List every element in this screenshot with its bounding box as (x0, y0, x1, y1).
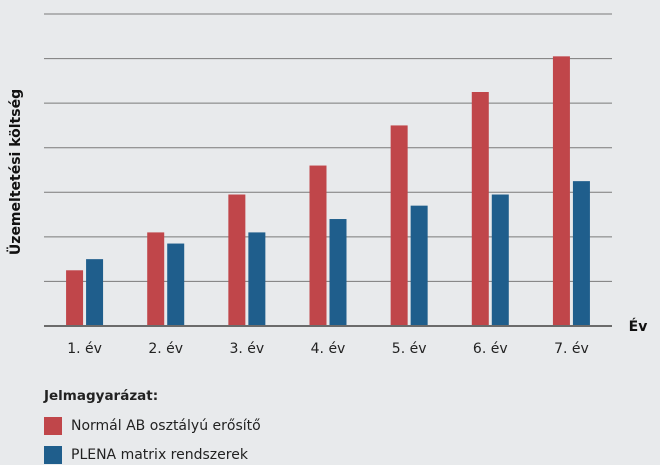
bar-chart: 1. év 2. év 3. év 4. év 5. év 6. év 7. év Év Ü… (6, 13, 648, 357)
bar-plena-7 (572, 181, 590, 326)
bar-plena-1 (86, 259, 104, 326)
x-tick-label: 5. év (392, 341, 427, 357)
x-tick-label: 4. év (311, 341, 346, 357)
x-tick-label: 1. év (67, 341, 102, 357)
bar-normal-ab-1 (66, 270, 84, 326)
legend-title: Jelmagyarázat: (44, 388, 159, 404)
y-axis-title: Üzemeltetési költség (6, 89, 24, 255)
x-tick-label: 2. év (148, 341, 183, 357)
bar-plena-3 (248, 232, 266, 326)
bar-plena-4 (329, 219, 347, 326)
legend-label-normal-ab: Normál AB osztályú erősítő (71, 418, 261, 434)
gridlines (44, 13, 612, 282)
bar-plena-2 (167, 243, 185, 326)
bar-plena-5 (410, 205, 428, 326)
x-axis-title: Év (629, 318, 648, 335)
bar-plena-6 (491, 194, 509, 326)
legend-swatch-plena (44, 446, 62, 464)
x-tick-label: 7. év (554, 341, 589, 357)
legend: Jelmagyarázat: Normál AB osztályú erősít… (44, 388, 261, 465)
bar-normal-ab-7 (552, 56, 570, 326)
bar-normal-ab-5 (390, 125, 408, 326)
bar-normal-ab-6 (471, 92, 489, 326)
legend-label-plena: PLENA matrix rendszerek (71, 447, 248, 463)
legend-item-plena: PLENA matrix rendszerek (44, 445, 261, 465)
bar-normal-ab-2 (147, 232, 165, 326)
bars (66, 56, 590, 326)
bar-normal-ab-4 (309, 165, 327, 326)
bar-normal-ab-3 (228, 194, 246, 326)
legend-item-normal-ab: Normál AB osztályú erősítő (44, 416, 261, 436)
x-tick-labels: 1. év 2. év 3. év 4. év 5. év 6. év 7. év (67, 341, 589, 357)
x-tick-label: 3. év (229, 341, 264, 357)
legend-swatch-normal-ab (44, 417, 62, 435)
x-tick-label: 6. év (473, 341, 508, 357)
